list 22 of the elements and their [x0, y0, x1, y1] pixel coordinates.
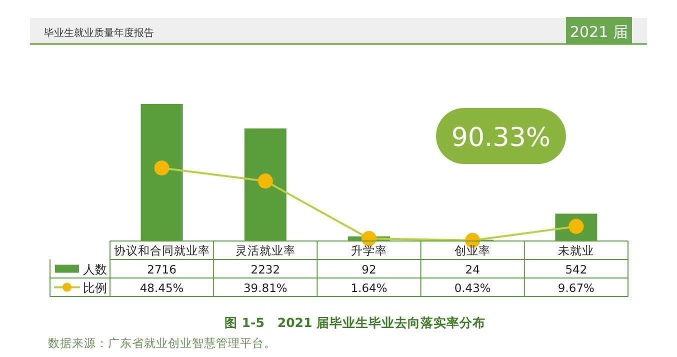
data-label: 48.45% — [140, 280, 184, 295]
text: 毕业生就业质量年度报告 — [44, 27, 154, 39]
data-label: 39.81% — [243, 280, 288, 295]
x-tick-label: 升学率 — [351, 244, 387, 258]
source-note: 数据来源：广东省就业创业智慧管理平台。 — [48, 336, 276, 350]
data-label: 24 — [465, 262, 480, 276]
x-tick-label: 灵活就业率 — [235, 244, 296, 258]
data-label: 0.43% — [454, 280, 491, 295]
text: 图 1-5 2021 届毕业生毕业去向落实率分布 — [224, 315, 486, 330]
x-tick-label: 协议和合同就业率 — [114, 244, 210, 258]
x-tick-label: 未就业 — [558, 244, 594, 258]
data-label: 1.64% — [350, 280, 388, 295]
text: 2021 届 — [570, 23, 628, 41]
data-label: 542 — [565, 262, 588, 276]
annotation: 90.33% — [451, 123, 551, 153]
data-label: 92 — [362, 262, 376, 276]
data-label: 9.67% — [558, 280, 595, 295]
data-label: 2232 — [250, 262, 280, 276]
x-tick-label: 创业率 — [454, 244, 491, 258]
legend-label: 比例 — [83, 280, 107, 295]
legend-label: 人数 — [83, 262, 107, 276]
data-label: 2716 — [147, 262, 176, 276]
